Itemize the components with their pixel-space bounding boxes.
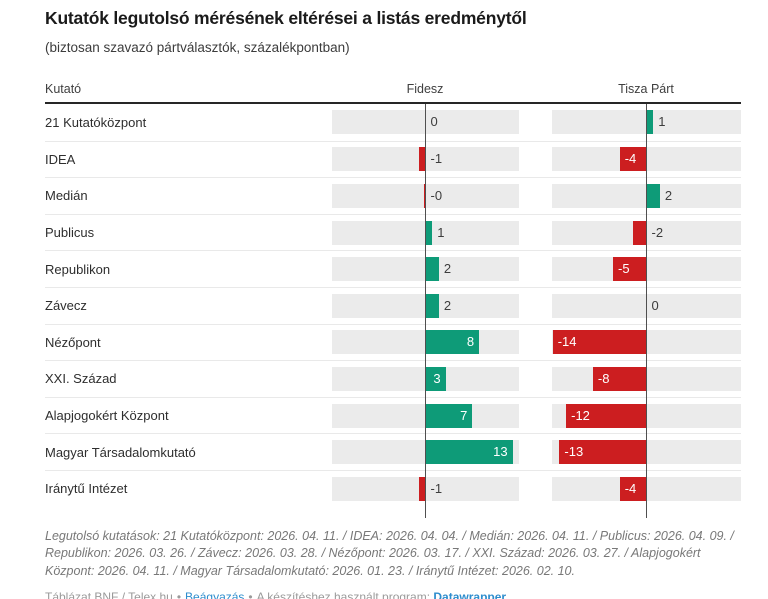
value-label: -0 bbox=[430, 187, 443, 203]
table-row: Republikon 2 -5 bbox=[45, 250, 741, 287]
bar bbox=[592, 366, 647, 391]
value-label: -1 bbox=[430, 480, 443, 496]
value-label: 8 bbox=[466, 334, 475, 350]
bar bbox=[418, 476, 426, 501]
row-label: Publicus bbox=[45, 225, 95, 241]
value-label: -2 bbox=[651, 224, 664, 240]
row-label: Medián bbox=[45, 188, 88, 204]
column-header-kutato: Kutató bbox=[45, 82, 82, 96]
source-credit: Táblázat BNF / Telex.hu bbox=[45, 589, 173, 599]
table-row: Nézőpont 8 -14 bbox=[45, 323, 741, 361]
table-row: Závecz 2 0 bbox=[45, 286, 741, 324]
value-label: -8 bbox=[597, 370, 610, 386]
value-label: 3 bbox=[433, 370, 441, 386]
value-label: -1 bbox=[430, 151, 443, 167]
footer-notes: Legutolsó kutatások: 21 Kutatóközpont: 2… bbox=[45, 528, 734, 579]
value-label: -14 bbox=[557, 334, 577, 350]
separator-dot: • bbox=[176, 589, 182, 599]
value-label: 1 bbox=[437, 224, 445, 240]
bar bbox=[425, 220, 433, 245]
row-label: XXI. Század bbox=[45, 371, 117, 387]
bar bbox=[646, 183, 660, 208]
column-header-tisza: Tisza Párt bbox=[618, 82, 674, 96]
value-label: -4 bbox=[624, 480, 637, 496]
value-label: 0 bbox=[651, 297, 659, 313]
value-label: -5 bbox=[618, 261, 630, 277]
table-row: Iránytű Intézet -1 -4 bbox=[45, 469, 741, 507]
chart-subtitle: (biztosan szavazó pártválasztók, százalé… bbox=[45, 40, 350, 55]
row-label: Alapjogokért Központ bbox=[45, 408, 169, 424]
value-label: 0 bbox=[430, 114, 438, 130]
bar bbox=[619, 147, 647, 172]
zero-axis-tisza bbox=[646, 104, 647, 518]
value-label: -12 bbox=[571, 407, 590, 423]
table-row: Medián -0 2 bbox=[45, 177, 741, 214]
table-row: 21 Kutatóközpont 0 1 bbox=[45, 104, 741, 141]
table-row: XXI. Század 3 -8 bbox=[45, 360, 741, 397]
bar bbox=[552, 330, 647, 355]
bar bbox=[633, 220, 647, 245]
datawrapper-link[interactable]: Datawrapper bbox=[433, 589, 507, 599]
table-body: 21 Kutatóközpont 0 1 IDEA -1 -4 Medián -… bbox=[45, 104, 741, 518]
embed-link[interactable]: Beágyazás bbox=[185, 589, 245, 599]
value-label: 2 bbox=[664, 187, 673, 203]
row-label: Magyar Társadalomkutató bbox=[45, 444, 196, 460]
value-label: -13 bbox=[564, 444, 584, 460]
separator-dot: • bbox=[248, 589, 253, 599]
pollster-table: Kutató Fidesz Tisza Párt 21 Kutatóközpon… bbox=[45, 82, 741, 518]
program-prefix: A készítéshez használt program: bbox=[256, 589, 431, 599]
column-header-fidesz: Fidesz bbox=[406, 82, 444, 96]
table-row: Alapjogokért Központ 7 -12 bbox=[45, 396, 741, 434]
value-label: 13 bbox=[493, 444, 508, 460]
table-header: Kutató Fidesz Tisza Párt bbox=[45, 82, 741, 104]
bar bbox=[619, 476, 647, 501]
bar bbox=[613, 257, 647, 282]
table-row: IDEA -1 -4 bbox=[45, 140, 741, 178]
row-label: Nézőpont bbox=[45, 334, 101, 350]
value-label: 2 bbox=[443, 297, 452, 313]
bar bbox=[425, 330, 480, 355]
row-label: Závecz bbox=[45, 298, 87, 314]
row-label: Republikon bbox=[45, 261, 111, 277]
bar bbox=[425, 257, 439, 282]
table-row: Publicus 1 -2 bbox=[45, 213, 741, 251]
bar bbox=[566, 403, 647, 428]
bar bbox=[646, 110, 654, 135]
bar bbox=[559, 440, 647, 465]
bar bbox=[425, 440, 513, 465]
bar bbox=[423, 183, 426, 208]
bar bbox=[418, 147, 426, 172]
bar bbox=[425, 403, 473, 428]
chart-title: Kutatók legutolsó mérésének eltérései a … bbox=[45, 8, 527, 28]
value-label: 7 bbox=[460, 407, 468, 423]
bar bbox=[425, 366, 446, 391]
value-label: 2 bbox=[443, 261, 452, 277]
row-label: IDEA bbox=[45, 151, 76, 167]
row-label: 21 Kutatóközpont bbox=[45, 114, 147, 130]
table-row: Magyar Társadalomkutató 13 -13 bbox=[45, 433, 741, 470]
zero-axis-fidesz bbox=[425, 104, 426, 518]
bar bbox=[425, 293, 439, 318]
row-label: Iránytű Intézet bbox=[45, 481, 128, 497]
value-label: 1 bbox=[658, 114, 666, 130]
value-label: -4 bbox=[624, 151, 637, 167]
attribution-line: Táblázat BNF / Telex.hu • Beágyazás • A kész… bbox=[45, 590, 741, 599]
